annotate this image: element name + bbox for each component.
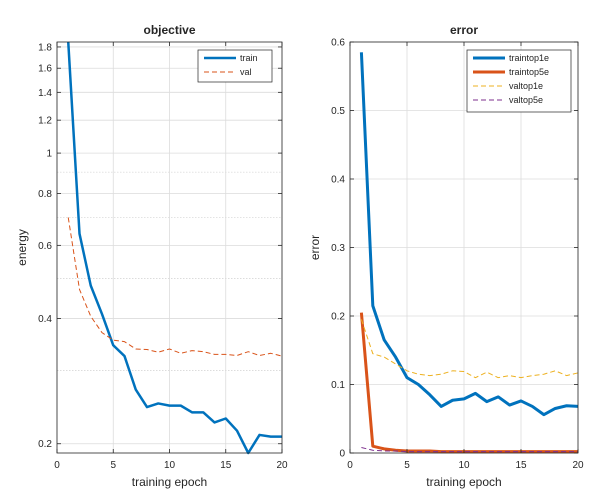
x-tick-label: 15 [220, 460, 232, 471]
legend-label: valtop1e [509, 81, 543, 91]
x-tick-label: 10 [164, 460, 176, 471]
y-tick-label: 0.6 [38, 241, 52, 252]
y-tick-label: 0.2 [38, 439, 52, 450]
y-tick-label: 0.4 [331, 175, 345, 186]
y-tick-label: 0.6 [331, 38, 345, 49]
x-tick-label: 10 [458, 460, 470, 471]
legend-label: val [240, 67, 252, 77]
x-tick-label: 5 [404, 460, 410, 471]
y-tick-label: 1.8 [38, 42, 52, 53]
x-tick-label: 5 [110, 460, 116, 471]
y-tick-label: 1.2 [38, 116, 52, 127]
y-axis-label: error [308, 235, 322, 260]
y-tick-label: 0.2 [331, 312, 345, 323]
x-tick-label: 15 [515, 460, 527, 471]
series-line-traintop1e [359, 52, 579, 417]
objective-chart: 0 5 10 15 20 0.2 0.4 0.6 0.8 1 1.2 1.4 1.6 1.8 objecti… [15, 23, 288, 489]
legend-box [197, 49, 273, 83]
legend-box [466, 49, 572, 113]
legend-label: traintop1e [509, 53, 549, 63]
x-tick-label: 20 [572, 460, 584, 471]
legend-label: train [240, 53, 258, 63]
y-tick-label: 0.8 [38, 189, 52, 200]
x-axis-label: training epoch [426, 475, 501, 489]
y-tick-label: 0.5 [331, 106, 345, 117]
y-tick-label: 0.1 [331, 380, 345, 391]
legend: traintop1e traintop5e valtop1e valtop5e [466, 49, 572, 113]
y-tick-label: 0.4 [38, 314, 52, 325]
x-axis-label: training epoch [132, 475, 207, 489]
legend-label: valtop5e [509, 95, 543, 105]
legend: train val [197, 49, 273, 83]
chart-title: objective [143, 23, 195, 37]
series-line-val [67, 217, 283, 357]
legend-label: traintop5e [509, 67, 549, 77]
y-tick-label: 0.3 [331, 243, 345, 254]
x-tick-label: 20 [276, 460, 288, 471]
y-axis-label: energy [15, 229, 29, 266]
x-tick-label: 0 [54, 460, 60, 471]
x-tick-label: 0 [347, 460, 353, 471]
chart-title: error [450, 23, 478, 37]
error-chart: 0 5 10 15 20 0 0.1 0.2 0.3 0.4 0.5 0.6 error training… [308, 23, 584, 489]
y-tick-label: 0 [339, 449, 345, 460]
y-tick-label: 1.4 [38, 88, 52, 99]
series-line-train [67, 41, 282, 455]
y-tick-label: 1.6 [38, 64, 52, 75]
series-line-valtop1e [360, 319, 579, 379]
y-tick-label: 1 [46, 149, 52, 160]
series-line-valtop5e [361, 447, 578, 453]
